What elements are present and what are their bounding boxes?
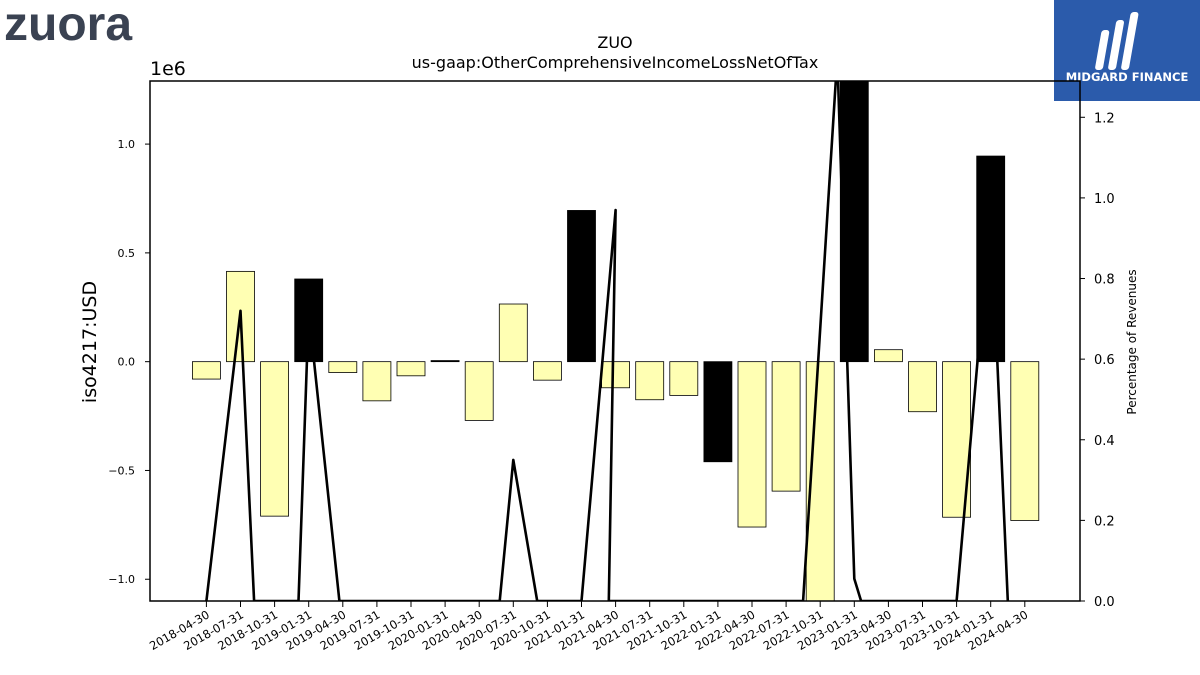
bar-2020-01-31	[430, 360, 460, 363]
y-tick-label: 0.0	[118, 356, 136, 369]
plot-frame	[149, 80, 1081, 602]
bar-2021-04-30	[601, 361, 630, 389]
y2-tick-label: 0.8	[1094, 273, 1115, 288]
bar-2022-07-31	[771, 361, 801, 492]
bar-2018-10-31	[260, 361, 290, 517]
bar-2022-04-30	[737, 361, 767, 528]
chart-title: ZUO	[597, 33, 632, 52]
chart-subtitle: us-gaap:OtherComprehensiveIncomeLossNetO…	[412, 53, 819, 72]
company-logo: zuora	[4, 0, 184, 51]
bar-2019-07-31	[362, 361, 392, 402]
publisher-logo-text: MIDGARD FINANCE	[1066, 70, 1189, 84]
y-tick-label: −1.0	[108, 573, 135, 586]
bar-2020-07-31	[498, 303, 528, 363]
line-group	[205, 81, 1010, 601]
y-axis-label: iso4217:USD	[79, 281, 101, 403]
y2-tick-label: 0.6	[1094, 353, 1115, 368]
bar-2023-07-31	[908, 361, 937, 413]
bar-2020-04-30	[464, 361, 494, 421]
x-axis: 2018-04-302018-07-312018-10-312019-01-31…	[147, 601, 1030, 653]
y-tick-label: 1.0	[118, 138, 136, 151]
y2-tick-label: 1.2	[1094, 111, 1115, 126]
y2-axis: 0.0 0.2 0.4 0.6 0.8 1.0 1.2	[1080, 111, 1115, 610]
bar-2024-04-30	[1010, 361, 1040, 521]
bar-2018-04-30	[191, 361, 221, 380]
y-tick-label: 0.5	[118, 247, 136, 260]
bar-2019-10-31	[396, 361, 426, 377]
company-logo-text: zuora	[4, 0, 132, 46]
bar-2021-10-31	[669, 361, 699, 396]
publisher-mark-icon	[1095, 12, 1139, 70]
y2-tick-label: 1.0	[1094, 192, 1115, 207]
y2-tick-label: 0.4	[1094, 434, 1115, 449]
bar-2019-04-30	[328, 361, 358, 373]
y-offset-label: 1e6	[150, 58, 186, 80]
publisher-logo: MIDGARD FINANCE	[1054, 0, 1200, 101]
y2-tick-label: 0.0	[1094, 595, 1115, 610]
y2-axis-label: Percentage of Revenues	[1125, 269, 1139, 414]
bar-2021-01-31	[567, 210, 596, 363]
bar-2021-07-31	[635, 361, 665, 401]
y-tick-label: −0.5	[108, 464, 135, 477]
bar-2022-01-31	[703, 361, 733, 463]
bar-group	[191, 81, 1040, 601]
bar-2023-04-30	[874, 349, 903, 363]
y2-tick-label: 0.2	[1094, 514, 1115, 529]
percentage-line	[205, 81, 1010, 601]
bar-2020-10-31	[533, 361, 562, 381]
y-axis: −1.0 −0.5 0.0 0.5 1.0	[108, 138, 150, 586]
